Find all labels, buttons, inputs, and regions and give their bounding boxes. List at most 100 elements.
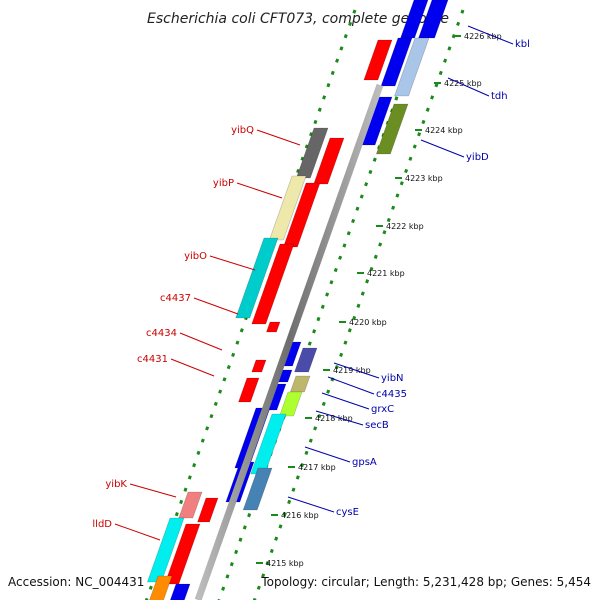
- gene-block: [289, 375, 311, 393]
- gene-block: [251, 243, 295, 325]
- ring-tick: [235, 340, 240, 345]
- ring-tick: [196, 450, 201, 456]
- ring-tick: [304, 144, 309, 149]
- gene-leader-line: [193, 297, 239, 315]
- ring-tick: [265, 561, 270, 566]
- gene-label-grxC: grxC: [371, 404, 394, 415]
- ring-tick: [183, 487, 188, 492]
- ring-tick: [317, 107, 322, 112]
- ring-tick: [438, 70, 443, 76]
- ring-tick: [394, 96, 399, 101]
- ring-tick: [313, 426, 318, 431]
- ring-tick: [192, 463, 197, 468]
- gene-label-yibQ: yibQ: [231, 125, 254, 136]
- kbp-label: 4223 kbp: [405, 174, 443, 183]
- ring-tick: [343, 34, 348, 39]
- gene-label-cysE: cysE: [336, 507, 359, 518]
- gene-block: [235, 237, 279, 319]
- ring-tick: [364, 182, 369, 187]
- ring-tick: [391, 205, 396, 210]
- ring-tick: [351, 218, 356, 224]
- gene-block: [168, 583, 191, 605]
- ring-tick: [179, 499, 184, 505]
- ring-tick: [326, 83, 331, 88]
- kbp-label: 4220 kbp: [349, 318, 387, 327]
- ring-tick: [313, 119, 318, 125]
- gene-label-yibO: yibO: [184, 251, 207, 262]
- ring-tick: [382, 230, 387, 235]
- gene-label-lldD: lldD: [92, 519, 112, 530]
- ring-tick: [412, 144, 417, 149]
- ring-tick: [347, 328, 352, 333]
- ring-tick: [308, 438, 313, 443]
- gene-leader-line: [327, 376, 375, 395]
- ring-tick: [360, 291, 365, 296]
- ring-tick: [330, 70, 335, 76]
- gene-leader-line: [304, 446, 351, 463]
- gene-label-c4437: c4437: [160, 293, 191, 304]
- ring-tick: [226, 364, 231, 370]
- kbp-label: 4216 kbp: [281, 511, 319, 520]
- ring-tick: [404, 168, 409, 174]
- topology-text: Topology: circular; Length: 5,231,428 bp…: [260, 575, 591, 589]
- kbp-label: 4218 kbp: [315, 414, 353, 423]
- ring-tick: [338, 255, 343, 260]
- ring-tick: [320, 304, 325, 309]
- ring-tick: [355, 206, 360, 211]
- ring-tick: [368, 169, 373, 175]
- kbp-label: 4226 kbp: [464, 32, 502, 41]
- gene-leader-line: [333, 362, 380, 379]
- ring-tick: [242, 525, 247, 530]
- ring-tick: [346, 231, 351, 236]
- gene-label-kbl: kbl: [515, 39, 530, 50]
- ring-tick: [239, 328, 244, 333]
- ring-tick: [335, 58, 340, 63]
- gene-label-tdh: tdh: [491, 91, 508, 102]
- kbp-label: 4219 kbp: [333, 366, 371, 375]
- gene-leader-line: [315, 410, 364, 426]
- ring-tick: [348, 21, 353, 27]
- ring-tick: [333, 267, 338, 273]
- gene-leader-line: [287, 496, 335, 513]
- ring-tick: [321, 401, 326, 407]
- ring-tick: [339, 46, 344, 51]
- ring-tick: [399, 181, 404, 186]
- kbp-label: 4221 kbp: [367, 269, 405, 278]
- gene-blocks: [146, 0, 449, 605]
- gene-label-yibP: yibP: [213, 178, 234, 189]
- genome-title: Escherichia coli CFT073, complete genome: [147, 11, 449, 27]
- ring-tick: [296, 168, 301, 174]
- gene-label-secB: secB: [365, 420, 389, 431]
- ring-tick: [425, 107, 430, 112]
- ring-tick: [287, 499, 292, 505]
- ring-tick: [359, 194, 364, 199]
- ring-tick: [256, 585, 261, 590]
- ring-tick: [386, 217, 391, 223]
- gene-leader-line: [170, 358, 215, 377]
- ring-tick: [339, 352, 344, 357]
- gene-leader-line: [256, 129, 301, 146]
- kbp-scale-labels: 4226 kbp 4225 kbp 4224 kbp 4223 kbp 4222 kbp…: [256, 32, 502, 568]
- backbone-line: [194, 83, 384, 602]
- gene-block: [251, 359, 267, 373]
- gene-label-c4434: c4434: [146, 328, 177, 339]
- kbp-label: 4215 kbp: [266, 559, 304, 568]
- ring-tick: [443, 58, 448, 63]
- accession-text: Accession: NC_004431: [8, 575, 144, 589]
- gene-block: [294, 347, 318, 373]
- ring-tick: [342, 243, 347, 248]
- gene-leader-line: [209, 255, 256, 271]
- ring-tick: [372, 157, 377, 162]
- ring-tick: [174, 512, 179, 517]
- ring-tick: [200, 438, 205, 443]
- ring-tick: [456, 21, 461, 27]
- ring-tick: [300, 156, 305, 161]
- ring-tick: [274, 536, 279, 541]
- ring-tick: [205, 426, 210, 431]
- gene-leader-line: [447, 77, 490, 97]
- ring-tick: [395, 193, 400, 198]
- ring-tick: [352, 315, 357, 321]
- gene-leader-line: [321, 392, 370, 410]
- gene-label-yibD: yibD: [466, 152, 489, 163]
